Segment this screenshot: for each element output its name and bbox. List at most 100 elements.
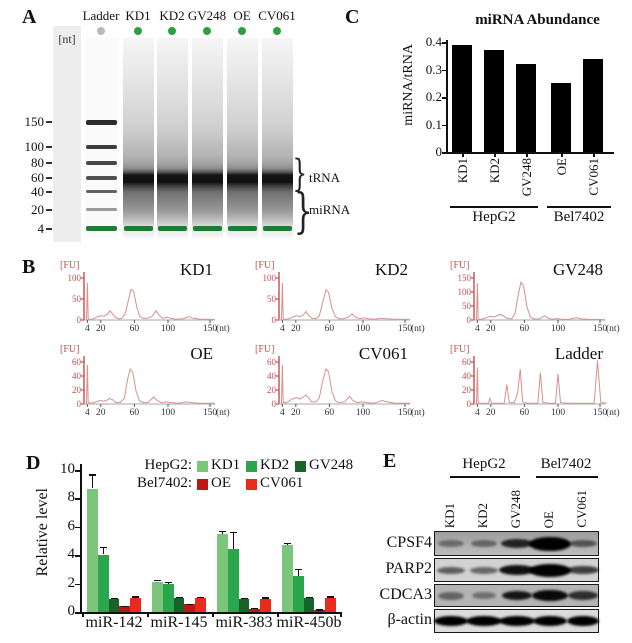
b-y-tick-label: 100 [262, 273, 277, 283]
trna-bracket: } [292, 152, 308, 195]
e-band-cv061 [567, 616, 599, 626]
panel-b-label: B [22, 256, 36, 278]
lane-header-kd1: KD1 [125, 8, 151, 23]
d-error-bar [297, 568, 299, 576]
e-band-oe [533, 616, 567, 626]
b-y-tick-label: 20 [462, 385, 471, 395]
e-band-gv248 [499, 565, 535, 575]
e-band-oe [532, 590, 568, 601]
trace-svg [471, 272, 606, 323]
b-y-tick-label: 20 [72, 385, 81, 395]
d-error-cap [164, 582, 172, 584]
trace-svg [81, 356, 215, 407]
b-x-tick-label: 60 [129, 408, 140, 418]
d-error-bar [91, 474, 94, 489]
b-x-tick-label: 60 [324, 408, 335, 418]
size-marker-dash [46, 146, 52, 148]
lane-marker-band-green [263, 226, 292, 231]
legend-bel7402-prefix: Bel7402: [137, 475, 192, 491]
b-y-tick-label: 40 [72, 371, 81, 381]
b-x-tick-label: 150 [592, 408, 608, 418]
d-error-cap [316, 609, 324, 611]
d-error-bar [102, 546, 104, 555]
fu-axis-label: [FU] [60, 344, 80, 355]
lane-header-oe: OE [233, 8, 251, 23]
c-x-tick-label: GV248 [518, 158, 534, 197]
size-marker-dash [46, 162, 52, 164]
d-bar-kd2 [227, 548, 239, 612]
gel-lane-kd2 [157, 38, 188, 238]
ladder-band [86, 190, 117, 193]
size-marker-dash [46, 228, 52, 230]
d-error-cap [132, 596, 140, 598]
size-marker-dash [46, 121, 52, 123]
b-y-tick-label: 150 [457, 273, 472, 283]
d-y-tick-mark [75, 470, 80, 472]
c-y-tick-mark [442, 69, 446, 71]
c-bar-cv061 [583, 58, 603, 152]
d-bar-kd2 [162, 583, 174, 612]
d-error-cap [327, 596, 335, 598]
legend-swatch-kd1 [197, 461, 208, 472]
d-bar-cv061 [130, 597, 141, 612]
electropherogram-ladder: [FU] Ladder 0 20 40 60 4 20 60 100 150 (nt) [448, 344, 628, 422]
ladder-band [86, 226, 117, 231]
electropherogram-kd2: [FU] KD2 0 50 100 4 20 60 100 150 (nt) [253, 260, 433, 338]
e-lane-label-kd1: KD1 [442, 502, 457, 528]
subplot-title: KD2 [374, 260, 408, 279]
b-x-tick-label: 100 [550, 408, 566, 418]
d-bar-cv061 [195, 597, 206, 612]
e-band-kd2 [472, 592, 496, 599]
b-x-tick-label: 20 [486, 408, 496, 418]
e-lane-label-kd2: KD2 [475, 502, 490, 528]
b-x-tick-label: 20 [291, 324, 301, 334]
panel-a-label: A [22, 6, 37, 28]
gel-lane-oe [227, 38, 258, 238]
e-protein-label: β-actin [387, 611, 432, 628]
b-y-tick-label: 50 [462, 301, 471, 311]
nt-unit-label: [nt] [58, 32, 76, 46]
trace-svg [276, 272, 411, 323]
e-band-kd2 [471, 540, 497, 547]
b-x-axis-unit: (nt) [411, 324, 425, 334]
subplot-title: Ladder [554, 344, 603, 363]
b-x-tick-label: 150 [202, 324, 218, 334]
c-x-tick-label: CV061 [585, 158, 601, 196]
d-error-cap [197, 596, 205, 598]
d-x-tick-mark [147, 612, 149, 617]
ladder-band [86, 208, 117, 211]
d-error-cap [229, 531, 237, 534]
c-x-tick-mark [494, 152, 496, 157]
ladder-band [86, 120, 117, 125]
fu-axis-label: [FU] [60, 260, 80, 271]
gel-lane-cv061 [262, 38, 293, 238]
b-x-tick-label: 20 [486, 324, 496, 334]
d-bar-cv061 [325, 597, 336, 612]
d-bar-oe [249, 608, 261, 612]
d-bar-oe [184, 604, 196, 612]
lane-header-ladder: Ladder [82, 8, 120, 23]
b-x-tick-label: 60 [129, 324, 140, 334]
ladder-well-dot [97, 27, 105, 35]
gel-lane-gv248 [192, 38, 223, 238]
d-error-cap [294, 568, 302, 570]
d-x-tick-mark [340, 612, 342, 617]
b-x-tick-label: 100 [160, 408, 176, 418]
d-bar-oe [119, 606, 131, 612]
e-band-gv248 [499, 616, 535, 626]
e-band-kd1 [434, 616, 468, 626]
fu-axis-label: [FU] [255, 344, 275, 355]
legend-label-cv061: CV061 [260, 475, 304, 491]
d-error-cap [218, 531, 226, 533]
b-y-tick-label: 60 [462, 357, 471, 367]
d-bar-kd2 [292, 575, 304, 612]
e-protein-label: CDCA3 [379, 585, 432, 603]
legend-hepg2-prefix: HepG2: [144, 457, 193, 473]
d-x-tick-mark [82, 612, 84, 617]
b-x-tick-label: 4 [84, 408, 90, 418]
c-y-tick-label: 0.1 [425, 116, 442, 132]
d-bar-gv248 [238, 598, 250, 612]
c-y-tick-label: 0.4 [425, 34, 442, 49]
b-x-tick-label: 4 [474, 324, 480, 334]
